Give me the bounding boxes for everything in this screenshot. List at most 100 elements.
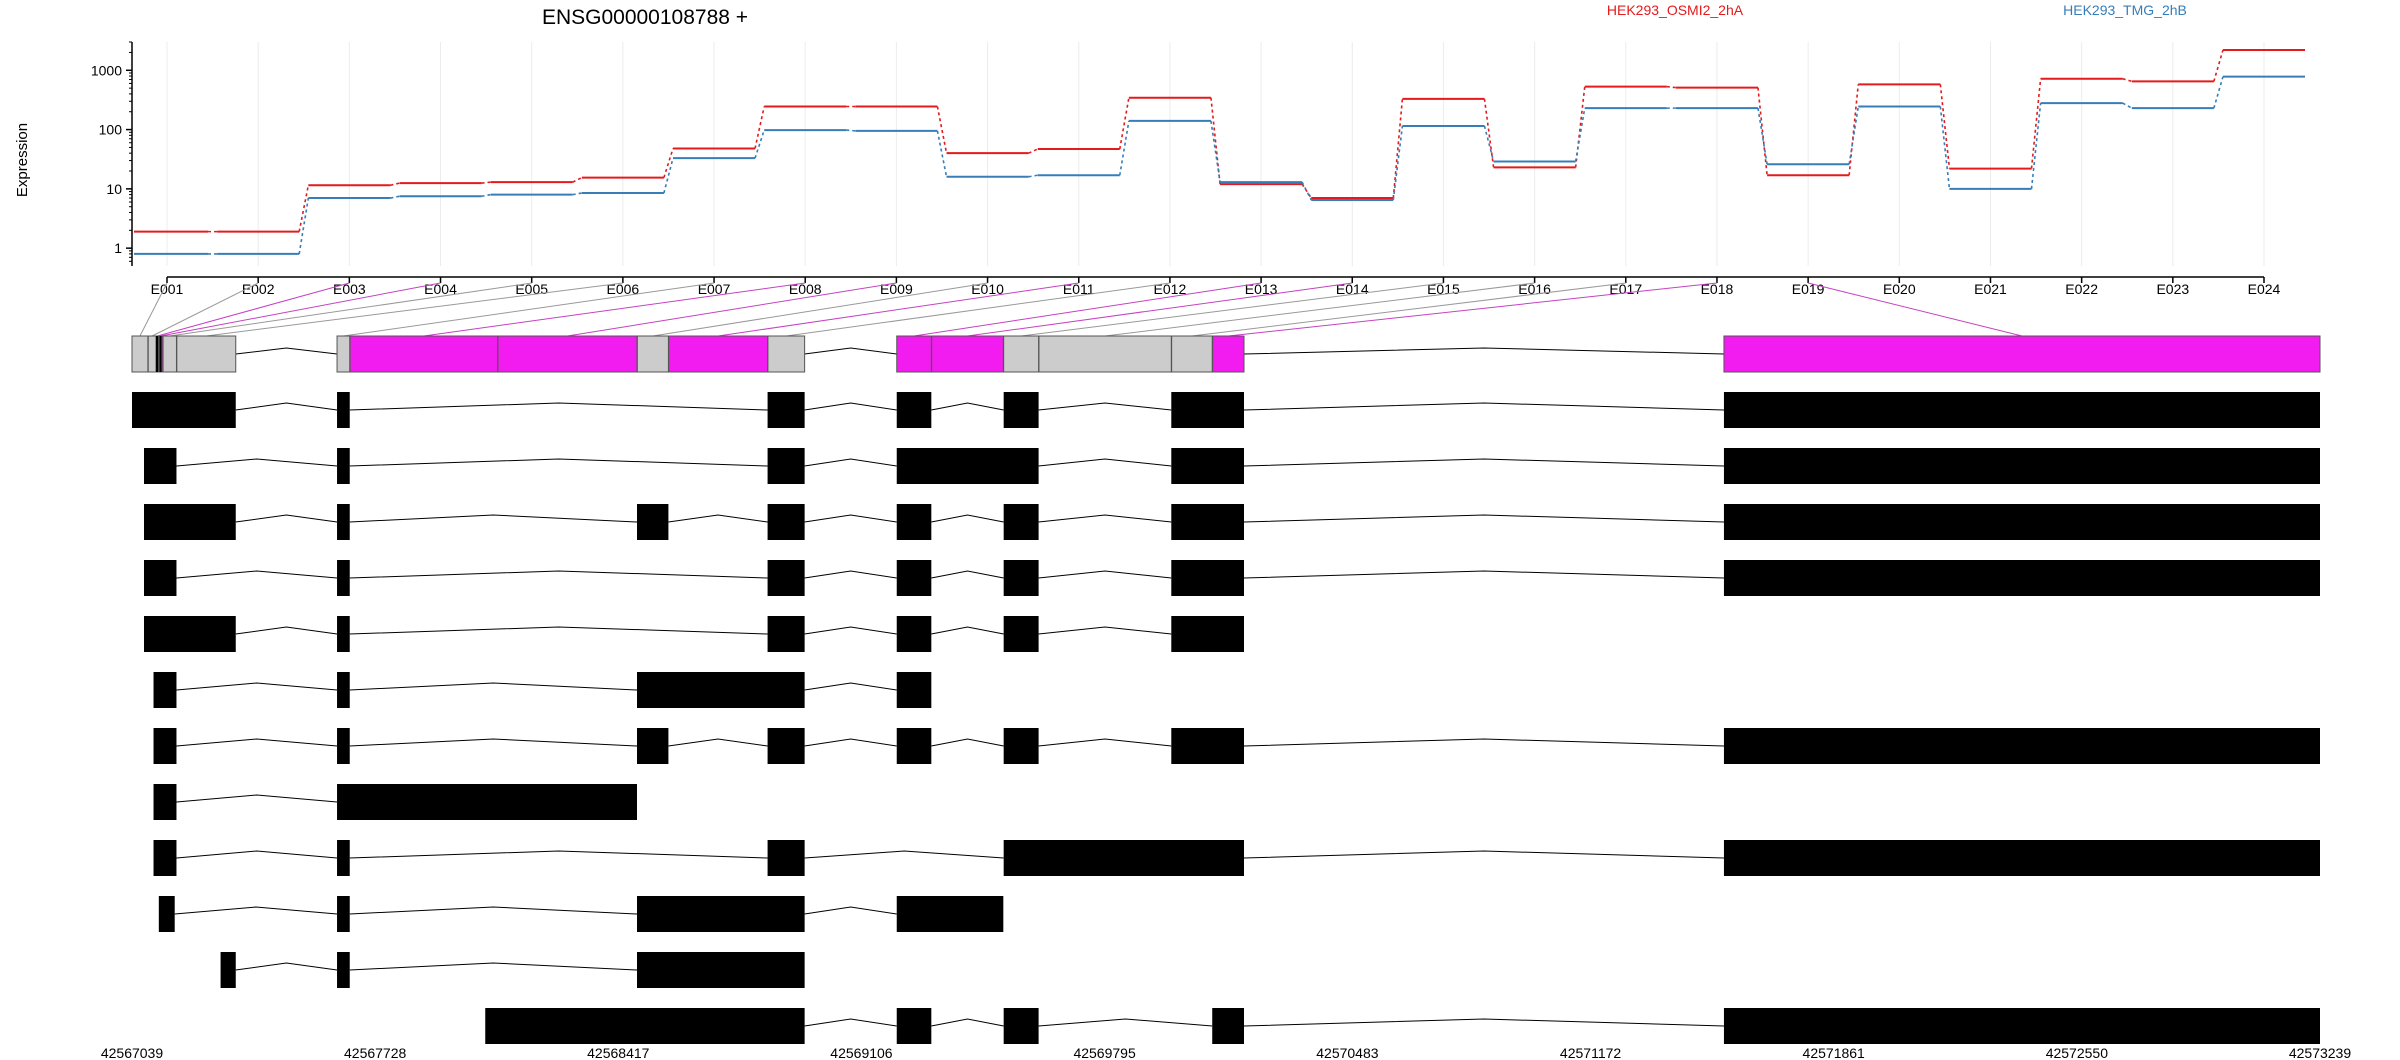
transcript-1-intron-3: [804, 402, 897, 411]
transcript-12-exon-4: [1212, 1008, 1244, 1044]
transcript-7-intron-2: [349, 738, 638, 747]
gene-exon-E012: [767, 335, 806, 373]
transcript-3-exon-3: [637, 504, 669, 540]
transcript-3-intron-5: [931, 514, 1004, 523]
series-2-link-20: [1939, 106, 1951, 189]
transcript-3: [143, 504, 2320, 540]
series-layer: [134, 48, 2306, 255]
series-1-link-22: [2122, 77, 2133, 83]
transcript-6-intron-3: [804, 682, 897, 691]
connector-E014: [967, 282, 1353, 337]
transcript-1-intron-1: [235, 402, 338, 411]
transcript-9-intron-4: [1243, 850, 1724, 859]
legend-series-1: HEK293_OSMI2_2hA: [1607, 2, 1744, 18]
gene-exon-E010: [636, 335, 669, 373]
transcript-1-exon-6: [1171, 392, 1244, 428]
transcript-5-exon-6: [1171, 616, 1244, 652]
gene-exon-E007: [336, 335, 351, 373]
series-2-link-4: [481, 193, 491, 198]
y-axis-label: Expression: [14, 123, 31, 197]
transcript-5-intron-3: [804, 626, 897, 635]
transcript-12-intron-2: [931, 1018, 1004, 1027]
gene-intron-12: [804, 347, 897, 355]
series-1-link-10: [1028, 148, 1039, 154]
transcript-1-exon-7: [1723, 392, 2320, 428]
transcript-12-intron-1: [804, 1018, 897, 1027]
x-tick-label-E022: E022: [2065, 281, 2098, 297]
transcript-10-exon-3: [637, 896, 805, 932]
transcript-9-exon-2: [337, 840, 350, 876]
transcript-7-exon-8: [1723, 728, 2320, 764]
transcript-9-intron-2: [349, 850, 768, 859]
transcript-4-exon-7: [1723, 560, 2320, 596]
transcript-3-exon-7: [1171, 504, 1244, 540]
transcript-1-intron-6: [1243, 402, 1724, 411]
series-2-link-9: [936, 130, 948, 177]
series-1-link-13: [1301, 183, 1312, 199]
transcript-3-exon-6: [1003, 504, 1039, 540]
transcript-4-intron-4: [931, 570, 1004, 579]
transcript-11-exon-1: [220, 952, 236, 988]
connector-E013: [913, 282, 1262, 337]
connector-E012: [786, 282, 1170, 337]
x-tick-label-E012: E012: [1154, 281, 1187, 297]
legend-series-2: HEK293_TMG_2hB: [2063, 2, 2187, 18]
y-tick-label-2: 100: [99, 122, 123, 138]
x-tick-label-E001: E001: [151, 281, 184, 297]
transcript-9-exon-4: [1003, 840, 1244, 876]
x-tick-label-E023: E023: [2156, 281, 2189, 297]
series-2-link-6: [663, 157, 674, 194]
transcript-11-intron-1: [235, 962, 338, 971]
connector-E019: [1808, 282, 2023, 337]
transcript-9-intron-3: [804, 850, 1004, 859]
connector-E010: [652, 282, 988, 337]
transcript-7-exon-2: [337, 728, 350, 764]
connector-E005: [169, 282, 532, 337]
x-tick-label-E002: E002: [242, 281, 275, 297]
transcript-1-exon-2: [337, 392, 350, 428]
transcript-1-exon-4: [896, 392, 932, 428]
x-axis: E001 E002 E003 E004 E005 E006 E007 E008 E009 E010…: [151, 276, 2281, 297]
gene-exon-E016: [1038, 335, 1172, 373]
gene-exon-E006: [176, 335, 237, 373]
gene-exon-E011: [668, 335, 769, 373]
transcript-7-intron-6: [1038, 738, 1172, 747]
transcript-3-intron-7: [1243, 514, 1724, 523]
transcript-4-exon-2: [337, 560, 350, 596]
series-1-link-9: [936, 106, 948, 154]
transcript-1: [132, 392, 2320, 428]
series-1-link-3: [390, 182, 400, 187]
transcript-5-exon-3: [767, 616, 805, 652]
transcript-1-intron-4: [931, 402, 1004, 411]
x-tick-label-E009: E009: [880, 281, 913, 297]
y-tick-label-1: 10: [106, 181, 122, 197]
transcript-3-exon-1: [143, 504, 236, 540]
gene-exon-E001: [131, 335, 149, 373]
transcript-4-intron-5: [1038, 570, 1172, 579]
series-2-link-19: [1848, 106, 1860, 165]
transcript-3-intron-6: [1038, 514, 1172, 523]
series-1-link-20: [1939, 84, 1951, 169]
x-tick-label-E008: E008: [789, 281, 822, 297]
transcript-3-intron-2: [349, 514, 638, 523]
coordinate-label-2: 42567728: [344, 1045, 407, 1060]
transcript-10-exon-2: [337, 896, 350, 932]
x-tick-label-E006: E006: [607, 281, 640, 297]
x-tick-label-E018: E018: [1701, 281, 1734, 297]
gene-exon-E002: [147, 335, 157, 373]
x-tick-label-E020: E020: [1883, 281, 1916, 297]
gene-model: [131, 335, 2321, 373]
transcript-9-intron-1: [176, 850, 338, 859]
transcript-7-exon-3: [637, 728, 669, 764]
gene-exon-E009: [497, 335, 638, 373]
transcript-10-exon-4: [896, 896, 1004, 932]
series-2-link-22: [2122, 102, 2133, 109]
series-2-link-21: [2030, 102, 2042, 189]
transcript-10-intron-1: [174, 906, 338, 915]
transcript-11-intron-2: [349, 962, 638, 971]
series-2-link-8: [846, 129, 856, 132]
transcript-6-exon-3: [637, 672, 805, 708]
series-1-link-23: [2213, 49, 2224, 82]
transcript-9: [153, 840, 2320, 876]
transcript-12-intron-4: [1243, 1018, 1724, 1027]
